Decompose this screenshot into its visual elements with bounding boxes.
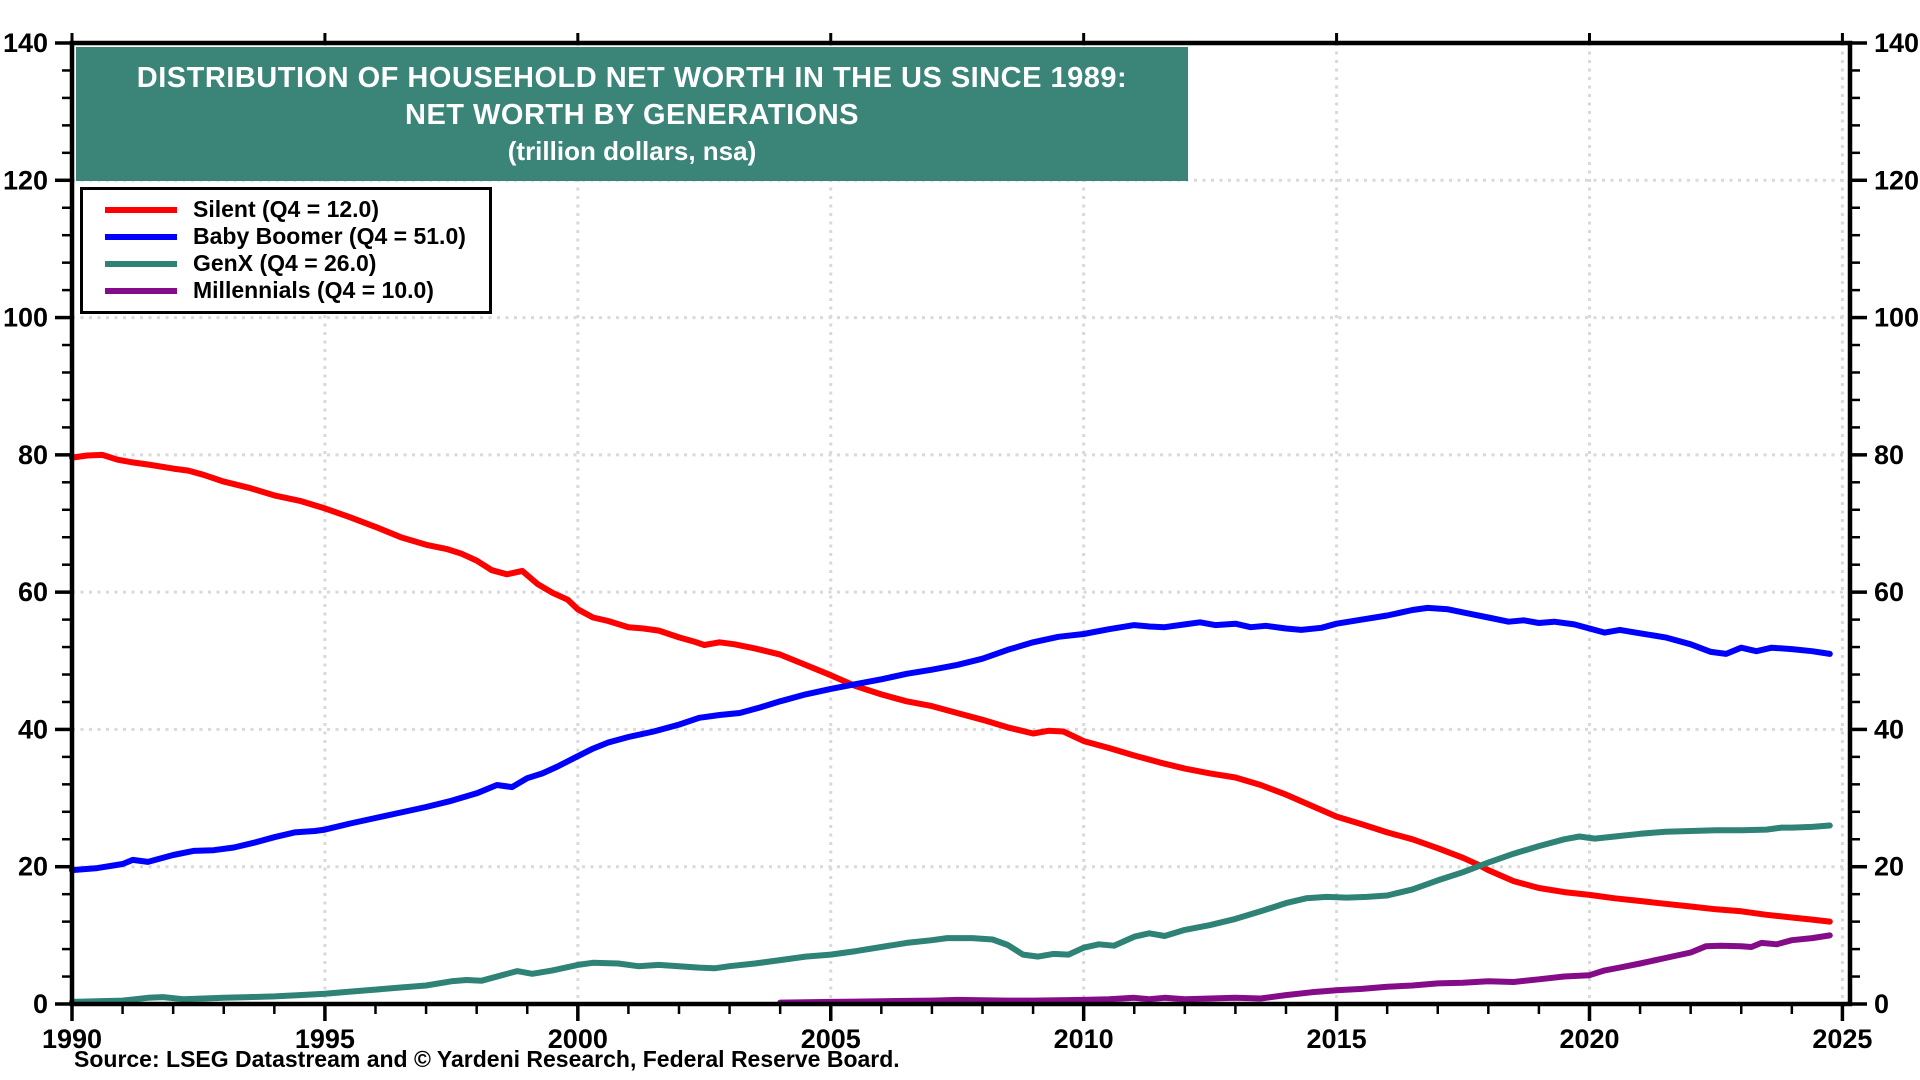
y-axis-label-right: 140 <box>1874 28 1919 58</box>
plot-border <box>69 40 1853 1007</box>
legend-label-baby-boomer: Baby Boomer (Q4 = 51.0) <box>193 223 466 249</box>
y-axis-label-right: 40 <box>1874 714 1904 744</box>
legend-swatch-baby-boomer <box>105 233 177 240</box>
series-line-millennials <box>777 932 1833 1006</box>
legend-label-millennials: Millennials (Q4 = 10.0) <box>193 277 434 303</box>
y-axis-label-right: 100 <box>1874 303 1919 333</box>
y-axis-label-left: 20 <box>18 852 48 882</box>
legend-swatch-millennials <box>105 287 177 294</box>
chart-title-box: DISTRIBUTION OF HOUSEHOLD NET WORTH IN T… <box>76 47 1188 181</box>
chart-unit-note: (trillion dollars, nsa) <box>507 135 757 166</box>
legend-item-baby-boomer: Baby Boomer (Q4 = 51.0) <box>83 223 489 250</box>
x-axis-label: 2010 <box>1054 1024 1114 1054</box>
y-axis-label-left: 120 <box>3 165 48 195</box>
series-line-baby-boomer <box>69 604 1833 874</box>
legend-swatch-genx <box>105 260 177 267</box>
legend-swatch-silent <box>105 206 177 213</box>
y-axis-label-right: 0 <box>1874 989 1889 1019</box>
series-line-silent <box>69 451 1833 925</box>
chart-subtitle: NET WORTH BY GENERATIONS <box>405 98 859 131</box>
y-axis-label-left: 100 <box>3 303 48 333</box>
x-axis-label: 1990 <box>42 1024 102 1054</box>
x-axis-label: 2015 <box>1307 1024 1367 1054</box>
x-axis-label: 2005 <box>801 1024 861 1054</box>
x-axis-label: 2025 <box>1812 1024 1872 1054</box>
x-axis-label: 2020 <box>1559 1024 1619 1054</box>
y-axis-label-left: 140 <box>3 28 48 58</box>
y-axis-label-right: 20 <box>1874 852 1904 882</box>
source-note: Source: LSEG Datastream and © Yardeni Re… <box>74 1046 900 1072</box>
y-axis-label-right: 60 <box>1874 577 1904 607</box>
y-axis-label-left: 60 <box>18 577 48 607</box>
chart-title: DISTRIBUTION OF HOUSEHOLD NET WORTH IN T… <box>136 61 1128 94</box>
legend-label-silent: Silent (Q4 = 12.0) <box>193 196 379 222</box>
legend-item-genx: GenX (Q4 = 26.0) <box>83 250 489 277</box>
series-line-genx <box>69 822 1833 1005</box>
legend-item-millennials: Millennials (Q4 = 10.0) <box>83 277 489 304</box>
y-axis-label-right: 80 <box>1874 440 1904 470</box>
y-axis-label-left: 80 <box>18 440 48 470</box>
legend-box: Silent (Q4 = 12.0) Baby Boomer (Q4 = 51.0… <box>80 187 492 314</box>
legend-label-genx: GenX (Q4 = 26.0) <box>193 250 377 276</box>
legend-item-silent: Silent (Q4 = 12.0) <box>83 196 489 223</box>
x-axis-label: 1995 <box>295 1024 355 1054</box>
y-axis-label-left: 40 <box>18 714 48 744</box>
y-axis-label-right: 120 <box>1874 165 1919 195</box>
y-axis-label-left: 0 <box>33 989 48 1019</box>
x-axis-label: 2000 <box>548 1024 608 1054</box>
